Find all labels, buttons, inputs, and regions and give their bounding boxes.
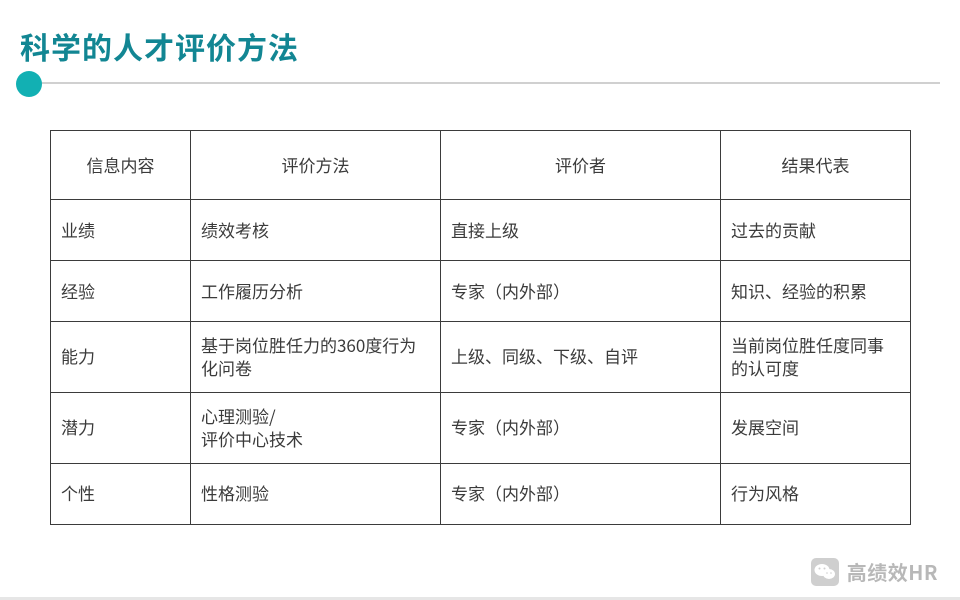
cell: 基于岗位胜任力的360度行为化问卷 bbox=[191, 322, 441, 393]
cell: 绩效考核 bbox=[191, 200, 441, 261]
cell: 能力 bbox=[51, 322, 191, 393]
cell: 行为风格 bbox=[721, 463, 911, 524]
table-header-row: 信息内容 评价方法 评价者 结果代表 bbox=[51, 131, 911, 200]
col-header: 评价方法 bbox=[191, 131, 441, 200]
cell: 潜力 bbox=[51, 392, 191, 463]
cell: 专家（内外部） bbox=[441, 463, 721, 524]
watermark: 高绩效HR bbox=[811, 557, 938, 586]
cell: 过去的贡献 bbox=[721, 200, 911, 261]
cell: 上级、同级、下级、自评 bbox=[441, 322, 721, 393]
table-row: 经验 工作履历分析 专家（内外部） 知识、经验的积累 bbox=[51, 261, 911, 322]
table-row: 能力 基于岗位胜任力的360度行为化问卷 上级、同级、下级、自评 当前岗位胜任度… bbox=[51, 322, 911, 393]
wechat-icon bbox=[811, 558, 839, 586]
evaluation-table: 信息内容 评价方法 评价者 结果代表 业绩 绩效考核 直接上级 过去的贡献 经验… bbox=[50, 130, 911, 525]
cell: 心理测验/评价中心技术 bbox=[191, 392, 441, 463]
title-block: 科学的人才评价方法 bbox=[20, 24, 940, 84]
page-title: 科学的人才评价方法 bbox=[20, 24, 940, 82]
cell: 专家（内外部） bbox=[441, 392, 721, 463]
col-header: 评价者 bbox=[441, 131, 721, 200]
cell: 工作履历分析 bbox=[191, 261, 441, 322]
title-underline bbox=[20, 82, 940, 84]
cell: 知识、经验的积累 bbox=[721, 261, 911, 322]
cell: 经验 bbox=[51, 261, 191, 322]
cell: 当前岗位胜任度同事的认可度 bbox=[721, 322, 911, 393]
table-row: 个性 性格测验 专家（内外部） 行为风格 bbox=[51, 463, 911, 524]
cell: 性格测验 bbox=[191, 463, 441, 524]
table-row: 业绩 绩效考核 直接上级 过去的贡献 bbox=[51, 200, 911, 261]
cell: 专家（内外部） bbox=[441, 261, 721, 322]
watermark-text: 高绩效HR bbox=[847, 557, 938, 586]
table-row: 潜力 心理测验/评价中心技术 专家（内外部） 发展空间 bbox=[51, 392, 911, 463]
col-header: 信息内容 bbox=[51, 131, 191, 200]
col-header: 结果代表 bbox=[721, 131, 911, 200]
cell: 直接上级 bbox=[441, 200, 721, 261]
cell: 业绩 bbox=[51, 200, 191, 261]
title-accent-dot bbox=[16, 71, 42, 97]
evaluation-table-wrap: 信息内容 评价方法 评价者 结果代表 业绩 绩效考核 直接上级 过去的贡献 经验… bbox=[50, 130, 910, 525]
cell: 发展空间 bbox=[721, 392, 911, 463]
cell: 个性 bbox=[51, 463, 191, 524]
